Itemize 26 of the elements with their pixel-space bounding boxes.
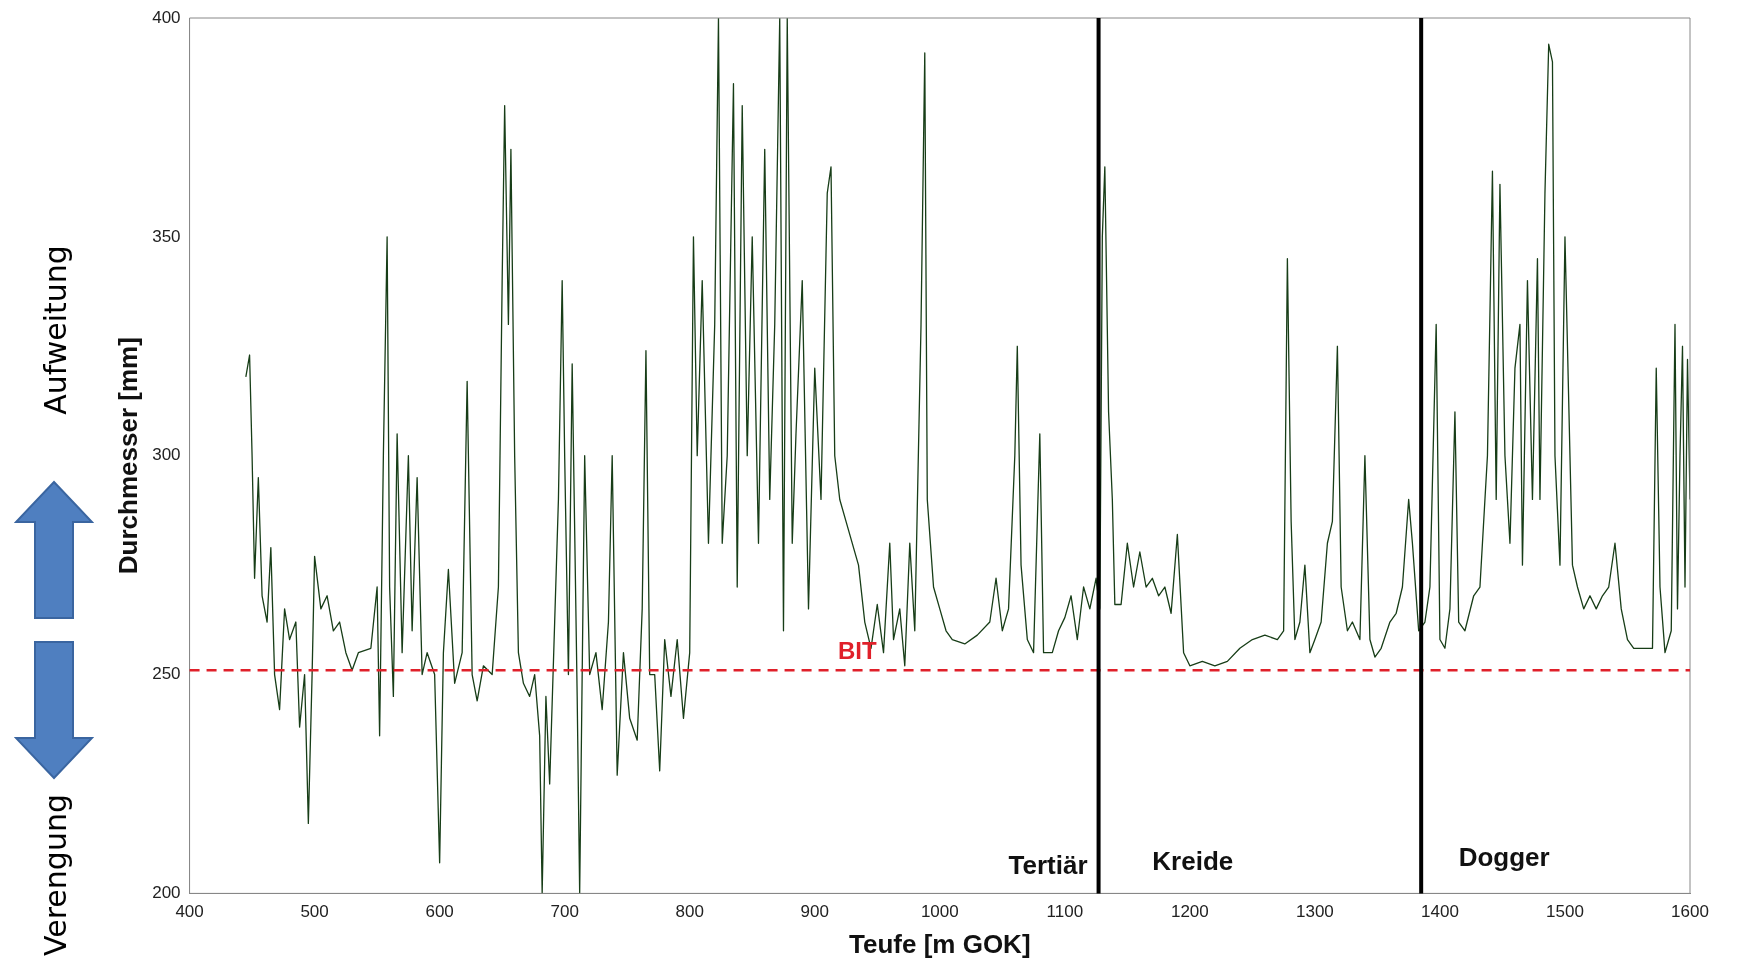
ref-line-label: BIT (837, 636, 877, 664)
y-tick-label: 200 (152, 883, 181, 903)
x-tick-label: 1000 (920, 902, 959, 922)
y-tick-label: 350 (152, 226, 181, 246)
x-tick-label: 700 (550, 902, 579, 922)
annotation: Kreide (1152, 845, 1234, 876)
x-tick-label: 900 (800, 902, 829, 922)
x-tick-label: 600 (425, 902, 454, 922)
x-tick-label: 1600 (1671, 902, 1709, 922)
x-axis-title: Teufe [m GOK] (849, 928, 1031, 959)
x-tick-label: 1300 (1295, 902, 1334, 922)
y-tick-label: 300 (152, 445, 181, 465)
y-tick-label: 250 (152, 664, 181, 684)
annotation: Tertiär (1008, 850, 1088, 881)
y-tick-label: 400 (152, 7, 181, 27)
x-tick-label: 500 (300, 902, 329, 922)
x-tick-label: 1400 (1421, 902, 1459, 922)
y-axis-title: Durchmesser [mm] (112, 337, 143, 575)
text: Verengung (37, 794, 73, 956)
x-tick-label: 1100 (1046, 902, 1084, 922)
x-tick-label: 1500 (1546, 902, 1584, 922)
x-tick-label: 800 (675, 902, 704, 922)
x-tick-label: 400 (175, 902, 204, 922)
text: Aufweitung (37, 245, 73, 415)
x-tick-label: 1200 (1170, 902, 1209, 922)
annotation: Dogger (1458, 841, 1550, 872)
